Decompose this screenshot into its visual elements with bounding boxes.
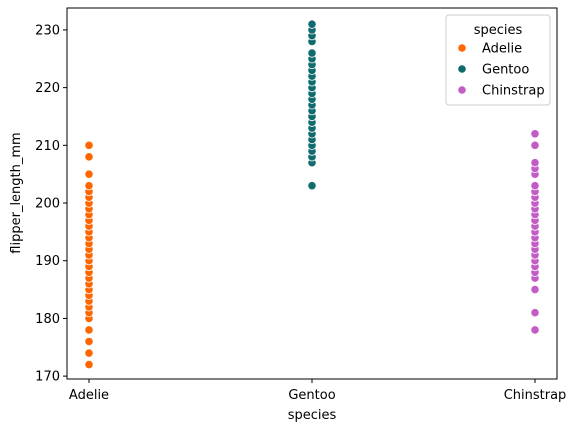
legend-label-gentoo: Gentoo xyxy=(482,63,529,78)
y-tick-label: 190 xyxy=(35,254,60,269)
y-axis-title: flipper_length_mm xyxy=(9,132,24,253)
legend-title: species xyxy=(474,23,523,38)
y-tick-label: 170 xyxy=(35,370,60,385)
y-tick-label: 230 xyxy=(35,23,60,38)
data-point-chinstrap xyxy=(530,140,540,150)
data-point-adelie xyxy=(84,325,94,335)
x-tick-label: Adelie xyxy=(69,388,109,403)
x-tick-label: Chinstrap xyxy=(504,388,567,403)
data-point-adelie xyxy=(84,152,94,162)
x-tick-label: Gentoo xyxy=(288,388,335,403)
y-tick-label: 220 xyxy=(35,81,60,96)
legend: species Adelie Gentoo Chinstrap xyxy=(445,14,551,106)
y-tick-label: 180 xyxy=(35,312,60,327)
x-axis: Adelie Gentoo Chinstrap xyxy=(69,379,566,403)
y-tick-label: 210 xyxy=(35,139,60,154)
legend-label-adelie: Adelie xyxy=(482,42,522,57)
legend-marker-gentoo xyxy=(457,64,467,74)
data-point-chinstrap xyxy=(530,181,540,191)
x-axis-title: species xyxy=(288,408,337,423)
data-point-adelie xyxy=(84,359,94,370)
legend-label-chinstrap: Chinstrap xyxy=(482,84,545,99)
legend-box xyxy=(445,14,551,106)
legend-marker-adelie xyxy=(457,43,467,53)
data-point-chinstrap xyxy=(530,308,540,318)
points-layer xyxy=(84,19,540,370)
data-point-adelie xyxy=(84,336,94,347)
legend-marker-chinstrap xyxy=(457,85,467,95)
data-point-gentoo xyxy=(307,19,317,29)
data-point-gentoo xyxy=(307,181,317,191)
data-point-gentoo xyxy=(307,48,317,58)
data-point-adelie xyxy=(84,181,94,191)
data-point-adelie xyxy=(84,348,94,358)
data-point-chinstrap xyxy=(530,284,540,295)
y-tick-label: 200 xyxy=(35,197,60,212)
data-point-adelie xyxy=(84,169,94,179)
data-point-chinstrap xyxy=(530,325,540,335)
data-point-chinstrap xyxy=(530,129,540,139)
data-point-adelie xyxy=(84,140,94,150)
y-axis: 170 180 190 200 210 220 230 xyxy=(35,23,67,385)
data-point-chinstrap xyxy=(530,158,540,168)
